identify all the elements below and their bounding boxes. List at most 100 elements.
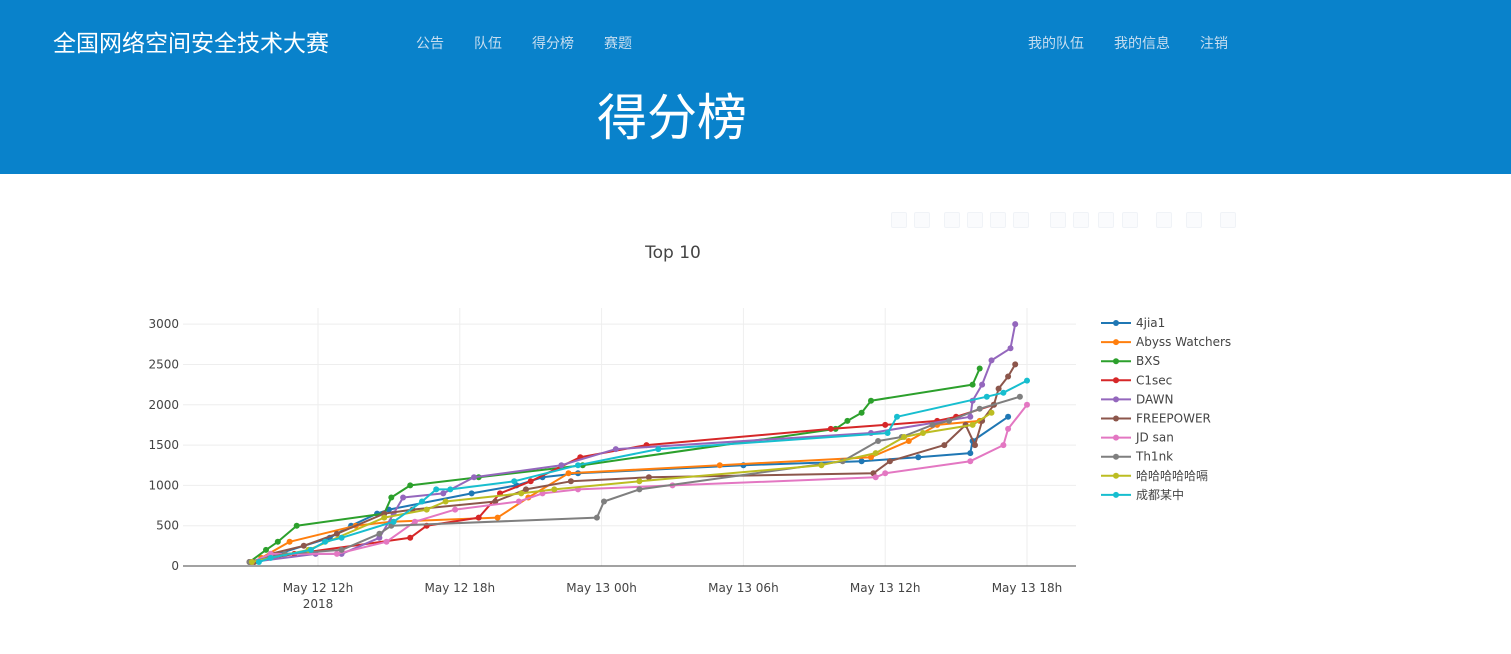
data-point [527,478,534,485]
x-tick-label: May 13 00h [566,581,637,595]
data-point [967,458,974,465]
legend-marker [1113,434,1119,441]
data-point [716,462,723,469]
legend-label: FREEPOWER [1136,412,1211,426]
page-title: 得分榜 [597,89,747,147]
spike-lines-icon[interactable] [1122,212,1138,228]
data-point [967,413,974,420]
legend-marker [1113,320,1119,326]
nav-my-team[interactable]: 我的队伍 [1028,36,1084,52]
data-point [858,458,865,465]
data-point [286,538,293,545]
data-point [969,381,976,388]
hover-compare-icon[interactable] [1186,212,1202,228]
data-point [433,486,440,493]
lasso-icon[interactable] [990,212,1006,228]
site-header: 全国网络空间安全技术大赛 公告 队伍 得分榜 赛题 我的队伍 我的信息 注销 得… [0,0,1511,174]
legend-item: 哈哈哈哈哈嗝 [1101,469,1208,483]
data-point [636,478,643,485]
data-point [818,462,825,469]
nav-announcements[interactable]: 公告 [416,36,444,52]
data-point [882,421,889,428]
legend-marker [1113,396,1119,403]
series-line [258,379,1028,563]
legend-label: 4jia1 [1136,316,1165,330]
legend-marker [1113,415,1119,422]
data-point [946,417,952,424]
x-tick-label: May 12 12h [283,581,354,595]
y-tick-label: 500 [156,519,179,533]
data-point [423,506,430,513]
legend-item: C1sec [1101,373,1172,387]
plotly-logo-icon[interactable] [1220,212,1236,228]
autoscale-icon[interactable] [1073,212,1089,228]
legend-item: BXS [1101,354,1160,368]
nav-scoreboard[interactable]: 得分榜 [532,36,574,52]
nav-challenges[interactable]: 赛题 [604,36,632,52]
box-select-icon[interactable] [967,212,983,228]
data-point [655,446,662,453]
legend-item: FREEPOWER [1101,412,1211,426]
data-point [255,559,262,565]
data-point [636,486,643,493]
data-point [523,486,529,493]
data-point [612,446,619,453]
data-point [575,462,581,469]
y-tick-label: 2500 [148,357,179,371]
legend-marker [1113,472,1119,479]
nav-logout[interactable]: 注销 [1200,36,1228,52]
legend-label: Abyss Watchers [1136,335,1231,349]
nav-teams[interactable]: 队伍 [474,36,502,52]
data-point [844,417,851,424]
data-point [601,498,607,505]
data-point [884,430,891,436]
data-point [468,490,475,497]
data-point [872,474,879,481]
camera-icon[interactable] [891,212,907,228]
series-成都某中 [255,377,1030,565]
data-point [882,470,889,477]
data-point [293,522,300,529]
data-point [858,409,865,416]
data-point [976,405,983,412]
x-tick-label: May 13 06h [708,581,779,595]
series-FREEPOWER [251,361,1019,565]
zoom-icon[interactable] [914,212,930,228]
data-point [551,486,558,493]
y-tick-label: 0 [171,559,179,573]
zoom-in-icon[interactable] [1013,212,1029,228]
legend-label: JD san [1135,431,1174,445]
data-point [972,442,978,449]
data-point [248,559,255,565]
data-point [567,478,574,485]
data-point [518,490,525,497]
data-point [827,425,834,432]
series-哈哈哈哈哈嗝 [248,409,995,565]
data-point [1000,389,1007,396]
data-point [1005,413,1012,420]
hover-closest-icon[interactable] [1156,212,1172,228]
reset-axes-icon[interactable] [1098,212,1114,228]
data-point [383,538,390,545]
data-point [995,385,1002,392]
data-point [905,438,912,444]
data-point [941,442,948,449]
data-point [1016,393,1023,400]
legend-marker [1113,491,1119,498]
data-point [411,518,418,525]
zoom-out-icon[interactable] [1050,212,1066,228]
y-tick-label: 3000 [148,317,179,331]
nav-my-info[interactable]: 我的信息 [1114,36,1170,52]
data-point [511,478,518,485]
data-point [976,365,983,372]
site-brand[interactable]: 全国网络空间安全技术大赛 [53,31,329,57]
data-point [322,538,329,545]
data-point [875,438,882,444]
series-BXS [246,365,983,565]
pan-icon[interactable] [944,212,960,228]
legend-item: DAWN [1101,392,1173,406]
data-point [267,554,274,561]
chart-title: Top 10 [644,243,701,263]
legend-label: DAWN [1136,392,1173,406]
data-point [338,534,345,541]
